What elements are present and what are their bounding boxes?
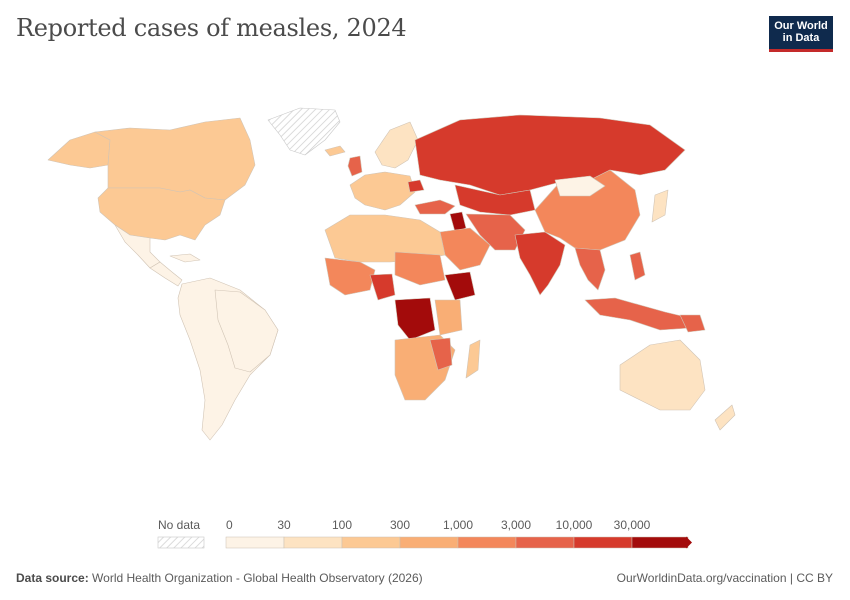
legend-bin[interactable] bbox=[457, 536, 517, 549]
country-russia[interactable] bbox=[414, 114, 686, 196]
country-mozambique[interactable] bbox=[429, 337, 453, 371]
country-central-asia[interactable] bbox=[454, 184, 536, 216]
country-iceland[interactable] bbox=[324, 145, 346, 157]
country-australia[interactable] bbox=[619, 339, 706, 411]
chart-title: Reported cases of measles, 2024 bbox=[16, 14, 407, 42]
country-west-africa[interactable] bbox=[324, 257, 376, 296]
country-nigeria[interactable] bbox=[369, 273, 396, 301]
footer-source: Data source: World Health Organization -… bbox=[16, 571, 423, 585]
country-brazil[interactable] bbox=[214, 289, 279, 373]
country-east-africa[interactable] bbox=[434, 299, 463, 336]
legend-tick-label: 30 bbox=[277, 518, 291, 532]
country-sudan[interactable] bbox=[394, 251, 446, 286]
country-png[interactable] bbox=[679, 314, 706, 333]
legend-tick-label: 3,000 bbox=[501, 518, 531, 532]
legend-tick-label: 30,000 bbox=[614, 518, 651, 532]
legend-tick-label: 10,000 bbox=[556, 518, 593, 532]
country-southeast-asia[interactable] bbox=[574, 247, 606, 291]
logo-line-2: in Data bbox=[782, 32, 820, 44]
legend-arrow bbox=[686, 536, 692, 549]
legend-bin[interactable] bbox=[225, 536, 285, 549]
country-mongolia[interactable] bbox=[554, 175, 606, 197]
legend-no-data-swatch bbox=[157, 536, 205, 549]
owid-logo[interactable]: Our World in Data bbox=[769, 16, 833, 52]
world-map bbox=[47, 107, 736, 441]
country-turkey[interactable] bbox=[414, 199, 456, 215]
country-indonesia[interactable] bbox=[584, 297, 691, 331]
legend-tick-label: 1,000 bbox=[443, 518, 473, 532]
source-label: Data source: bbox=[16, 571, 89, 585]
country-alaska[interactable] bbox=[47, 131, 111, 169]
color-legend: No data 0 30 100 300 1,000 3,000 10,000 30,000 bbox=[157, 518, 692, 549]
legend-bin[interactable] bbox=[631, 536, 689, 549]
country-north-africa[interactable] bbox=[324, 214, 446, 263]
country-scandinavia[interactable] bbox=[374, 121, 419, 169]
country-ethiopia[interactable] bbox=[444, 271, 476, 301]
country-greenland[interactable] bbox=[267, 107, 341, 156]
country-india[interactable] bbox=[514, 231, 566, 296]
country-iraq[interactable] bbox=[449, 211, 467, 233]
country-cuba[interactable] bbox=[169, 253, 201, 263]
legend-bin[interactable] bbox=[573, 536, 633, 549]
legend-bin[interactable] bbox=[399, 536, 459, 549]
country-romania[interactable] bbox=[407, 179, 425, 193]
country-new-zealand[interactable] bbox=[714, 404, 736, 431]
country-central-america[interactable] bbox=[149, 261, 183, 287]
legend-no-data-label: No data bbox=[158, 518, 200, 532]
legend-tick-label: 300 bbox=[390, 518, 410, 532]
country-drc[interactable] bbox=[394, 297, 436, 341]
logo-line-1: Our World bbox=[774, 20, 828, 32]
country-philippines[interactable] bbox=[629, 251, 646, 281]
legend-bin[interactable] bbox=[341, 536, 401, 549]
country-western-europe[interactable] bbox=[349, 171, 416, 211]
legend-tick-label: 0 bbox=[226, 518, 233, 532]
source-text[interactable]: World Health Organization - Global Healt… bbox=[92, 571, 423, 585]
legend-bin[interactable] bbox=[515, 536, 575, 549]
country-iran-pakistan[interactable] bbox=[465, 213, 526, 251]
footer-credit[interactable]: OurWorldinData.org/vaccination | CC BY bbox=[616, 571, 833, 585]
country-uk[interactable] bbox=[347, 155, 363, 177]
country-japan[interactable] bbox=[651, 189, 669, 223]
legend-tick-label: 100 bbox=[332, 518, 352, 532]
country-madagascar[interactable] bbox=[465, 339, 481, 379]
legend-bin[interactable] bbox=[283, 536, 343, 549]
